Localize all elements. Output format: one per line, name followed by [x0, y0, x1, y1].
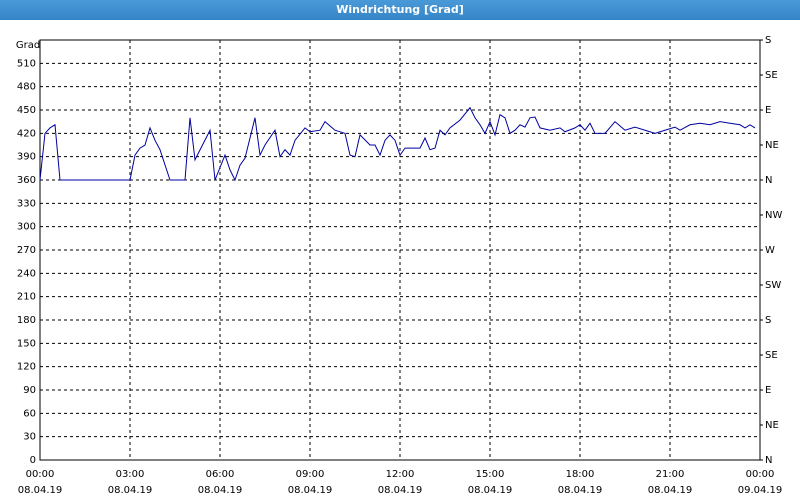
y2-tick-label: E: [765, 385, 771, 396]
x-tick-label: 00:00: [746, 469, 775, 480]
y2-tick-label: N: [765, 175, 772, 186]
x-tick-date: 08.04.19: [558, 485, 603, 496]
y2-tick-label: E: [765, 105, 771, 116]
y-tick-label: 240: [17, 268, 36, 279]
x-tick-date: 08.04.19: [198, 485, 243, 496]
x-tick-label: 00:00: [26, 469, 55, 480]
y-tick-label: 30: [23, 432, 36, 443]
title-bar: Windrichtung [Grad]: [0, 0, 800, 20]
y-tick-label: 120: [17, 362, 36, 373]
x-tick-date: 09.04.19: [738, 485, 783, 496]
data-line: [39, 106, 756, 182]
y-tick-label: 210: [17, 292, 36, 303]
y-tick-label: 480: [17, 82, 36, 93]
x-tick-label: 06:00: [206, 469, 235, 480]
y-tick-label: 150: [17, 338, 36, 349]
y-tick-label: 300: [17, 222, 36, 233]
y2-tick-label: SW: [765, 280, 781, 291]
y2-tick-label: SE: [765, 350, 778, 361]
x-tick-label: 12:00: [386, 469, 415, 480]
y-tick-label: 420: [17, 128, 36, 139]
x-tick-date: 08.04.19: [288, 485, 333, 496]
y2-tick-label: SE: [765, 70, 778, 81]
y2-tick-label: NE: [765, 420, 779, 431]
x-tick-date: 08.04.19: [468, 485, 513, 496]
y-tick-label: 510: [17, 58, 36, 69]
y2-tick-label: N: [765, 455, 772, 466]
y-tick-label: 270: [17, 245, 36, 256]
y-tick-label: 390: [17, 152, 36, 163]
y2-tick-label: W: [765, 245, 775, 256]
y-tick-label: 360: [17, 175, 36, 186]
y-tick-label: 90: [23, 385, 36, 396]
x-tick-date: 08.04.19: [648, 485, 693, 496]
x-tick-date: 08.04.19: [18, 485, 63, 496]
x-tick-label: 15:00: [476, 469, 505, 480]
x-tick-date: 08.04.19: [108, 485, 153, 496]
x-tick-label: 09:00: [296, 469, 325, 480]
x-tick-label: 18:00: [566, 469, 595, 480]
x-tick-date: 08.04.19: [378, 485, 423, 496]
y2-tick-label: NW: [765, 210, 782, 221]
x-tick-label: 03:00: [116, 469, 145, 480]
plot-frame: [39, 39, 761, 461]
y2-tick-label: S: [765, 35, 771, 46]
y-tick-label: 0: [30, 455, 36, 466]
y-tick-label: 60: [23, 408, 36, 419]
x-tick-label: 21:00: [656, 469, 685, 480]
y-tick-label: 330: [17, 198, 36, 209]
y2-tick-label: NE: [765, 140, 779, 151]
y-axis-label: Grad: [16, 40, 40, 51]
y-tick-label: 180: [17, 315, 36, 326]
y-tick-label: 450: [17, 105, 36, 116]
y2-tick-label: S: [765, 315, 771, 326]
